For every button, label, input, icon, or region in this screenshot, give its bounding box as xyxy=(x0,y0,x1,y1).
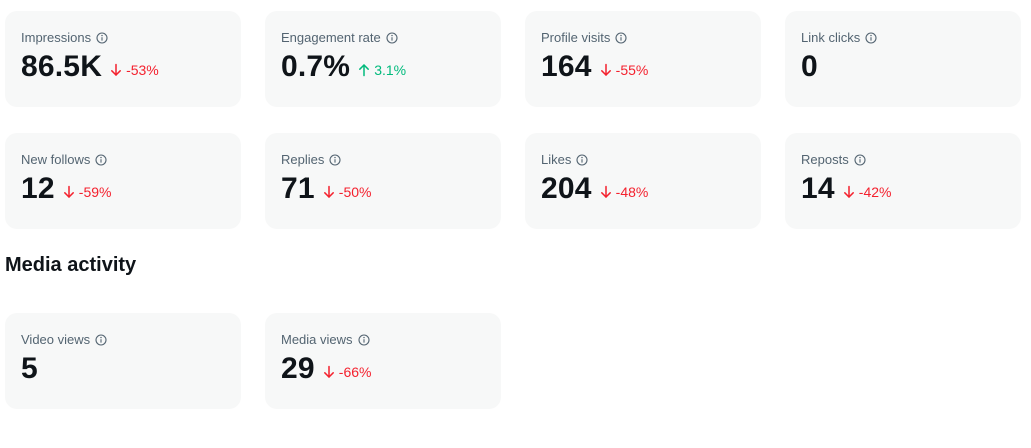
metric-change-value: -53% xyxy=(126,61,159,78)
info-icon[interactable] xyxy=(576,154,588,166)
metric-change-value: -48% xyxy=(615,183,649,200)
metric-change: -55% xyxy=(600,61,649,79)
metric-change: -59% xyxy=(63,183,112,201)
metric-label: Video views xyxy=(21,332,91,347)
info-icon[interactable] xyxy=(95,154,107,166)
arrow-down-icon xyxy=(323,185,335,199)
arrow-down-icon xyxy=(843,185,855,199)
info-icon[interactable] xyxy=(96,32,108,44)
metric-value: 86.5K xyxy=(21,50,103,83)
metric-change-value: -50% xyxy=(338,183,372,200)
metrics-row-2: New follows 12 -59% Replies 71 -50% Like… xyxy=(5,133,1021,229)
metric-card-video-views: Video views 5 xyxy=(5,313,241,409)
metric-label: Profile visits xyxy=(541,30,611,45)
metric-value: 0 xyxy=(801,50,818,83)
info-icon[interactable] xyxy=(329,154,341,166)
section-title-media-activity: Media activity xyxy=(5,254,137,276)
metric-change: -53% xyxy=(110,61,159,79)
metric-value: 164 xyxy=(541,50,592,83)
metric-value: 5 xyxy=(21,352,38,385)
metric-change: -42% xyxy=(843,183,892,201)
metric-card-new-follows: New follows 12 -59% xyxy=(5,133,241,229)
metric-change: -48% xyxy=(600,183,649,201)
metric-label: Replies xyxy=(281,152,325,167)
metric-change: 3.1% xyxy=(358,61,406,79)
arrow-down-icon xyxy=(600,63,612,77)
info-icon[interactable] xyxy=(95,334,107,346)
metric-value: 0.7% xyxy=(281,50,351,83)
info-icon[interactable] xyxy=(357,334,370,346)
metric-change-value: -66% xyxy=(338,363,372,380)
metrics-row-1: Impressions 86.5K -53% Engagement rate 0… xyxy=(5,11,1021,107)
metric-change-value: 3.1% xyxy=(374,61,407,78)
metric-value: 204 xyxy=(541,172,592,205)
metric-label: Media views xyxy=(281,332,353,347)
metric-change-value: -55% xyxy=(615,61,649,78)
metric-card-impressions: Impressions 86.5K -53% xyxy=(5,11,241,107)
metric-label: Reposts xyxy=(801,152,849,167)
arrow-down-icon xyxy=(323,365,335,379)
metric-value: 71 xyxy=(281,172,315,205)
metric-label: Impressions xyxy=(21,30,92,45)
info-icon[interactable] xyxy=(386,32,398,44)
metric-card-replies: Replies 71 -50% xyxy=(265,133,501,229)
metric-card-reposts: Reposts 14 -42% xyxy=(785,133,1021,229)
metric-card-engagement-rate: Engagement rate 0.7% 3.1% xyxy=(265,11,501,107)
metric-change: -66% xyxy=(323,363,372,381)
arrow-down-icon xyxy=(110,63,122,77)
metric-card-link-clicks: Link clicks 0 xyxy=(785,11,1021,107)
metric-value: 14 xyxy=(801,172,835,205)
info-icon[interactable] xyxy=(865,32,877,44)
metric-label: Likes xyxy=(541,152,572,167)
metric-label: Link clicks xyxy=(801,30,861,45)
info-icon[interactable] xyxy=(615,32,627,44)
metric-card-media-views: Media views 29 -66% xyxy=(265,313,501,409)
metric-change: -50% xyxy=(323,183,372,201)
metric-label: New follows xyxy=(21,152,91,167)
info-icon[interactable] xyxy=(854,154,866,166)
metric-change-value: -42% xyxy=(858,183,892,200)
metric-change-value: -59% xyxy=(78,183,112,200)
metric-value: 29 xyxy=(281,352,315,385)
arrow-down-icon xyxy=(600,185,612,199)
metrics-row-media: Video views 5 Media views 29 -66% xyxy=(5,313,1021,409)
arrow-down-icon xyxy=(63,185,75,199)
metric-value: 12 xyxy=(21,172,55,205)
metric-card-profile-visits: Profile visits 164 -55% xyxy=(525,11,761,107)
metric-card-likes: Likes 204 -48% xyxy=(525,133,761,229)
metric-label: Engagement rate xyxy=(281,30,381,45)
arrow-up-icon xyxy=(358,63,370,77)
